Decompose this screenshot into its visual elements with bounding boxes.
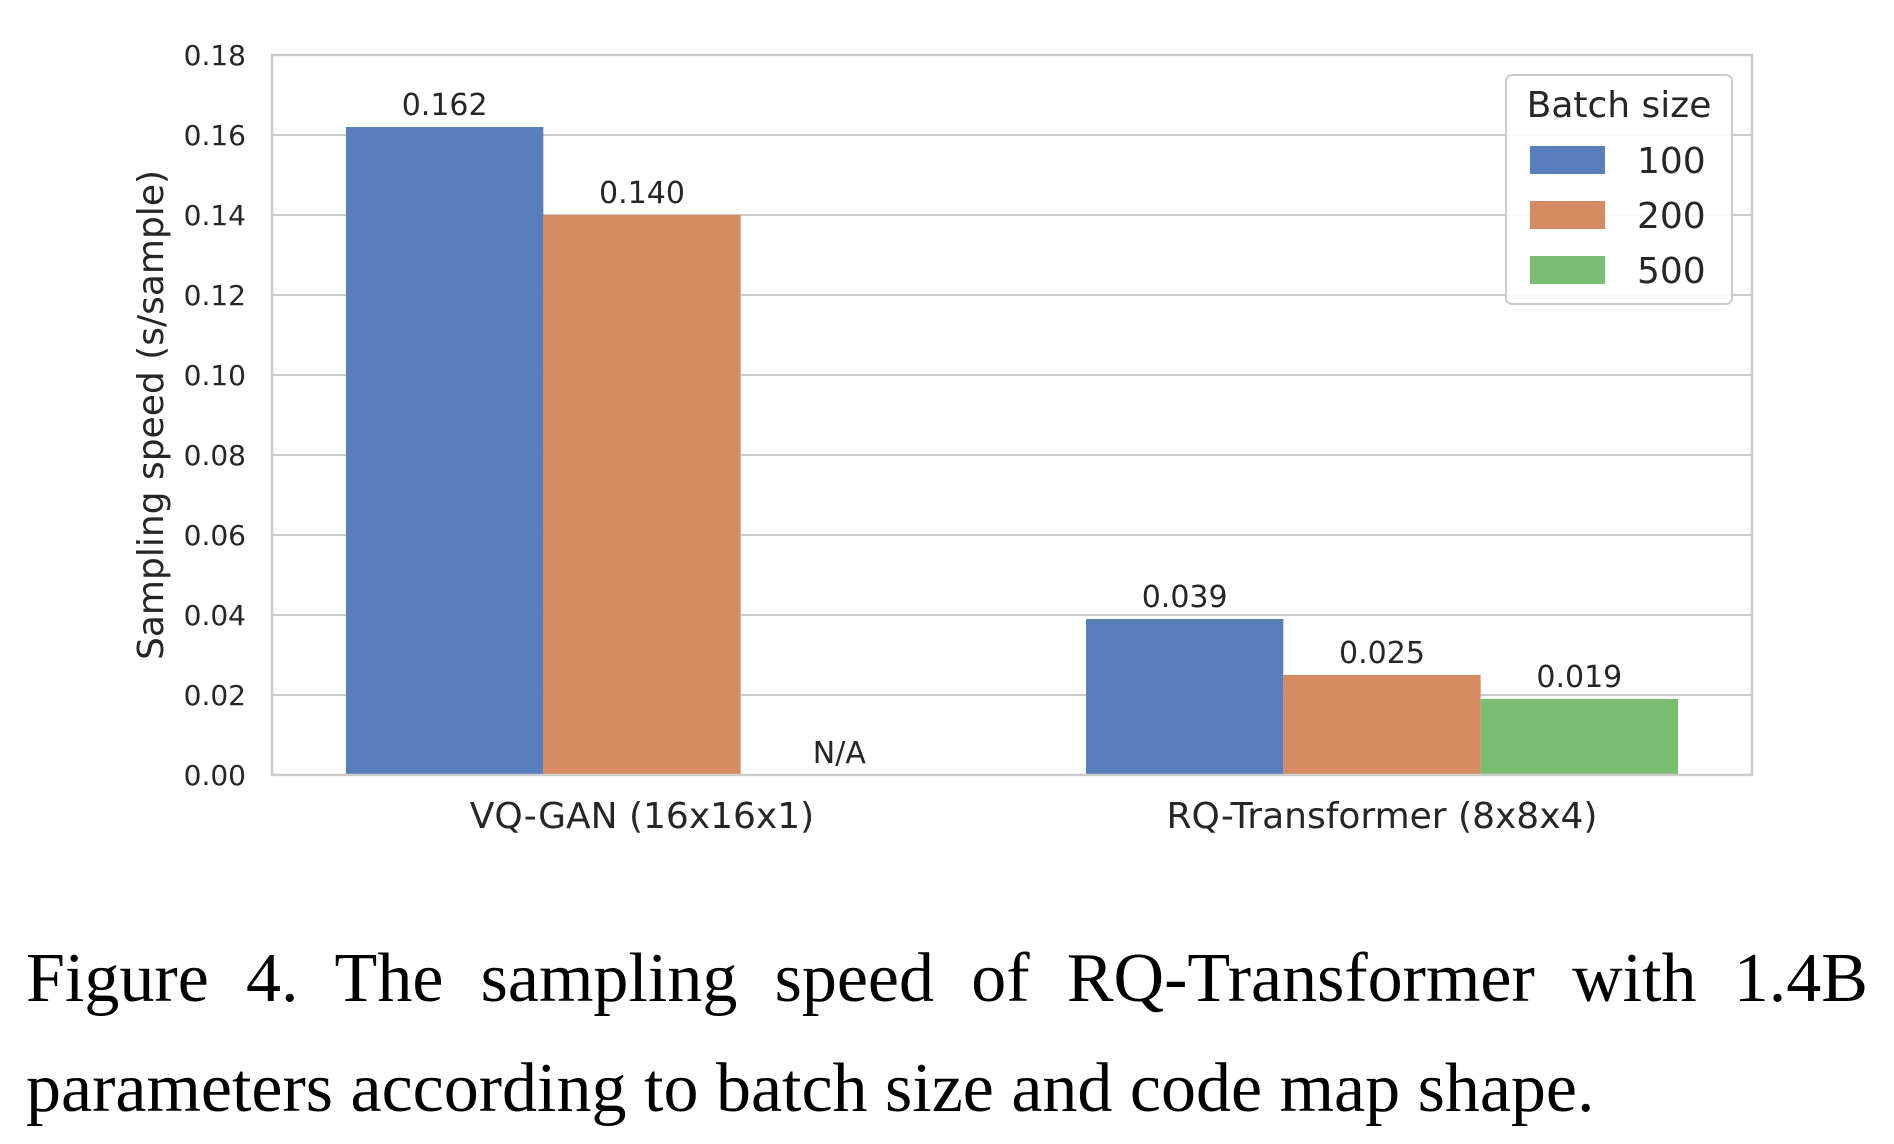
y-tick-label: 0.00: [184, 759, 246, 792]
y-tick-label: 0.16: [184, 119, 246, 152]
legend: Batch size 100 200 500: [1505, 74, 1733, 305]
legend-entry-label: 100: [1637, 141, 1706, 182]
bar-200: [1283, 675, 1481, 775]
y-tick-label: 0.18: [184, 39, 246, 72]
bar-value-label: 0.019: [1536, 660, 1622, 695]
legend-entry-label: 200: [1637, 196, 1706, 237]
plot-frame: [270, 53, 1754, 777]
figure-caption: Figure 4. The sampling speed of RQ-Trans…: [26, 940, 1868, 1127]
legend-swatch-100: [1530, 146, 1605, 174]
x-tick-label: VQ-GAN (16x16x1): [470, 796, 814, 837]
y-tick-label: 0.02: [184, 679, 246, 712]
x-tick-label: RQ-Transformer (8x8x4): [1167, 796, 1598, 837]
x-tick-labels: VQ-GAN (16x16x1) RQ-Transformer (8x8x4): [470, 796, 1598, 837]
y-tick-labels: 0.00 0.02 0.04 0.06 0.08 0.10 0.12 0.14 0.16 0.18: [184, 39, 246, 792]
bar-value-label: 0.140: [599, 176, 685, 211]
bar-200: [543, 215, 741, 775]
y-tick-label: 0.12: [184, 279, 246, 312]
y-axis-label: Sampling speed (s/sample): [131, 170, 172, 660]
y-tick-label: 0.04: [184, 599, 246, 632]
bar-value-labels: 0.162 0.140 N/A 0.039 0.025 0.019: [402, 88, 1623, 771]
bars: [346, 127, 1678, 775]
bar-value-label: 0.039: [1142, 580, 1228, 615]
y-tick-label: 0.06: [184, 519, 246, 552]
legend-swatch-200: [1530, 201, 1605, 229]
legend-frame: [1505, 74, 1733, 305]
legend-entry-label: 500: [1637, 251, 1706, 292]
y-tick-label: 0.14: [184, 199, 246, 232]
bar-value-label: 0.162: [402, 88, 488, 123]
bar-500: [1480, 699, 1678, 775]
bar-100: [1086, 619, 1284, 775]
bar-100: [346, 127, 544, 775]
bar-value-label: N/A: [813, 736, 867, 771]
legend-swatch-500: [1530, 256, 1605, 284]
y-tick-label: 0.08: [184, 439, 246, 472]
legend-title: Batch size: [1527, 85, 1712, 126]
bar-value-label: 0.025: [1339, 636, 1425, 671]
y-tick-label: 0.10: [184, 359, 246, 392]
